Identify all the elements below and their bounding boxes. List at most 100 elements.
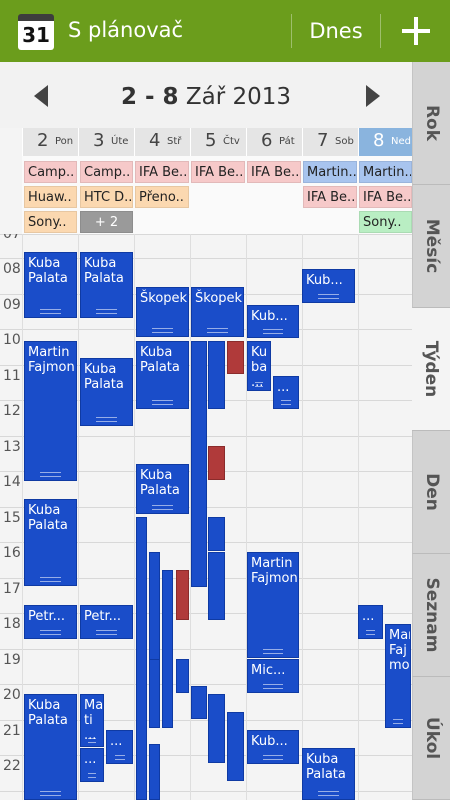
hour-label: 13: [3, 439, 21, 455]
day-name: Pát: [279, 136, 295, 147]
day-header[interactable]: 6 Pát: [246, 128, 302, 156]
day-divider: [358, 234, 359, 800]
week-grid[interactable]: 07 08 09 10 11 12 13 14 15 16 17 18 19 2…: [0, 234, 412, 800]
today-button[interactable]: Dnes: [309, 19, 363, 43]
hour-label: 18: [3, 616, 21, 632]
hour-line: [0, 755, 412, 756]
event[interactable]: [149, 744, 160, 800]
plus-icon[interactable]: [381, 0, 450, 62]
all-day-event[interactable]: Sony..: [359, 211, 412, 233]
tab-day[interactable]: Den: [412, 431, 450, 554]
action-bar: 31 S plánovač Dnes: [0, 0, 450, 62]
hour-line: [0, 649, 412, 650]
event[interactable]: Kub...: [302, 269, 355, 303]
all-day-event[interactable]: Huaw..: [24, 186, 77, 208]
tab-label: Seznam: [421, 577, 442, 653]
event[interactable]: Kuba Palata: [136, 341, 189, 409]
day-header[interactable]: 3 Úte: [78, 128, 134, 156]
event[interactable]: Kuba Palata: [24, 252, 77, 318]
event[interactable]: Ku ba ...: [247, 341, 271, 391]
event[interactable]: Kuba Palata: [136, 464, 189, 514]
event[interactable]: [227, 712, 244, 781]
event[interactable]: Kuba Palata: [24, 499, 77, 586]
event[interactable]: Martin Faj mon: [385, 624, 411, 728]
event[interactable]: [191, 341, 207, 587]
tab-week[interactable]: Týden: [412, 308, 450, 431]
all-day-event[interactable]: IFA Be..: [359, 186, 412, 208]
previous-week-icon[interactable]: [34, 85, 48, 107]
calendar-app-icon[interactable]: 31: [18, 14, 54, 50]
day-divider: [190, 234, 191, 800]
event[interactable]: Škopek: [136, 287, 189, 337]
event[interactable]: ...: [358, 605, 383, 639]
tab-month[interactable]: Měsíc: [412, 185, 450, 308]
event[interactable]: Kuba Palata: [80, 252, 133, 318]
all-day-event[interactable]: Camp..: [24, 161, 77, 183]
tab-task[interactable]: Úkol: [412, 677, 450, 800]
event[interactable]: Martin Fajmon: [24, 341, 77, 481]
day-divider: [22, 234, 23, 800]
hour-label: 22: [3, 758, 21, 774]
event[interactable]: Kuba Palata: [80, 358, 133, 426]
event[interactable]: Mar ti ...: [80, 694, 104, 747]
event[interactable]: Kub...: [247, 730, 299, 764]
week-month-year: Zář 2013: [185, 84, 292, 110]
event[interactable]: Kuba Palata: [302, 748, 355, 800]
app-title[interactable]: S plánovač: [68, 18, 184, 42]
tab-year[interactable]: Rok: [412, 62, 450, 185]
day-name: Sob: [335, 136, 354, 147]
day-name: Čtv: [223, 136, 240, 147]
all-day-event[interactable]: IFA Be..: [247, 161, 301, 183]
event[interactable]: ...: [106, 730, 133, 764]
day-number: 4: [149, 130, 161, 151]
event[interactable]: ...: [80, 748, 104, 782]
event[interactable]: Martin Fajmon: [247, 552, 299, 658]
all-day-event[interactable]: IFA Be..: [303, 186, 357, 208]
all-day-event[interactable]: Martin..: [303, 161, 357, 183]
day-name: Pon: [55, 136, 74, 147]
all-day-event[interactable]: Přeno..: [135, 186, 189, 208]
event[interactable]: [162, 570, 173, 728]
hour-label: 17: [3, 581, 21, 597]
hour-label: 16: [3, 545, 21, 561]
event[interactable]: [208, 517, 225, 551]
hour-label: 07: [3, 234, 21, 242]
event[interactable]: [149, 659, 160, 728]
all-day-event[interactable]: HTC D..: [80, 186, 133, 208]
event[interactable]: [227, 341, 244, 374]
event[interactable]: [176, 659, 189, 693]
tab-list[interactable]: Seznam: [412, 554, 450, 677]
next-week-icon[interactable]: [366, 85, 380, 107]
event[interactable]: [136, 517, 147, 800]
event[interactable]: [191, 686, 207, 719]
event[interactable]: Petr...: [24, 605, 77, 639]
event[interactable]: ...: [273, 376, 299, 409]
more-events-badge[interactable]: + 2: [80, 211, 133, 233]
event[interactable]: Škopek: [191, 287, 244, 337]
all-day-event[interactable]: Martin..: [359, 161, 412, 183]
hour-label: 09: [3, 297, 21, 313]
day-header-today[interactable]: 8 Ned: [358, 128, 413, 156]
event[interactable]: [208, 341, 225, 409]
event[interactable]: [208, 446, 225, 480]
app-icon-day: 31: [22, 23, 50, 47]
all-day-events: Camp.. Camp.. IFA Be.. IFA Be.. IFA Be..…: [22, 156, 413, 234]
all-day-event[interactable]: Sony..: [24, 211, 77, 233]
all-day-event[interactable]: IFA Be..: [135, 161, 189, 183]
day-header[interactable]: 4 Stř: [134, 128, 190, 156]
event[interactable]: [208, 694, 225, 763]
all-day-event[interactable]: IFA Be..: [191, 161, 245, 183]
hour-line: [0, 234, 412, 235]
event[interactable]: Petr...: [80, 605, 133, 639]
day-header[interactable]: 2 Pon: [22, 128, 78, 156]
event[interactable]: Kub...: [247, 305, 299, 338]
event[interactable]: Kuba Palata: [24, 694, 77, 800]
day-header[interactable]: 5 Čtv: [190, 128, 246, 156]
tab-label: Rok: [421, 104, 442, 142]
event[interactable]: [208, 552, 225, 620]
event[interactable]: Mic...: [247, 659, 299, 693]
event[interactable]: [176, 570, 189, 620]
all-day-event[interactable]: Camp..: [80, 161, 133, 183]
hour-label: 12: [3, 403, 21, 419]
day-header[interactable]: 7 Sob: [302, 128, 358, 156]
